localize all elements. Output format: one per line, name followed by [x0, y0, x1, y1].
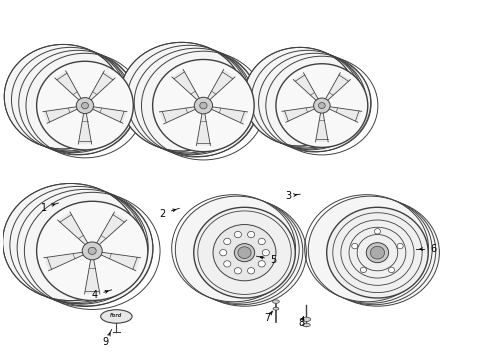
Text: 5: 5 — [270, 255, 276, 265]
Text: 2: 2 — [159, 209, 165, 219]
Polygon shape — [78, 112, 91, 144]
Text: 1: 1 — [41, 203, 47, 213]
Polygon shape — [315, 112, 327, 142]
Ellipse shape — [223, 238, 230, 245]
Polygon shape — [91, 107, 127, 123]
Polygon shape — [196, 112, 210, 145]
Ellipse shape — [15, 189, 148, 304]
Ellipse shape — [396, 243, 403, 249]
Ellipse shape — [360, 267, 366, 273]
Ellipse shape — [76, 98, 94, 113]
Ellipse shape — [223, 261, 230, 267]
Polygon shape — [88, 71, 115, 101]
Ellipse shape — [255, 53, 366, 150]
Ellipse shape — [258, 261, 265, 267]
Ellipse shape — [16, 50, 132, 153]
Ellipse shape — [2, 184, 138, 301]
Ellipse shape — [326, 207, 427, 298]
Ellipse shape — [272, 300, 279, 303]
Ellipse shape — [244, 48, 355, 146]
Polygon shape — [282, 107, 315, 122]
Ellipse shape — [199, 102, 206, 109]
Ellipse shape — [261, 55, 370, 152]
Ellipse shape — [20, 192, 153, 306]
Polygon shape — [171, 69, 200, 101]
Ellipse shape — [101, 310, 132, 323]
Ellipse shape — [351, 243, 357, 249]
Text: 3: 3 — [285, 191, 290, 201]
Ellipse shape — [22, 52, 137, 154]
Ellipse shape — [247, 231, 254, 238]
Ellipse shape — [81, 102, 88, 109]
Ellipse shape — [307, 196, 431, 303]
Ellipse shape — [369, 246, 384, 259]
Text: 8: 8 — [298, 318, 304, 328]
Ellipse shape — [213, 225, 275, 281]
Text: 9: 9 — [102, 337, 109, 347]
Ellipse shape — [152, 59, 254, 152]
Ellipse shape — [219, 249, 226, 256]
Ellipse shape — [120, 42, 243, 151]
Ellipse shape — [234, 244, 254, 262]
Ellipse shape — [238, 247, 250, 258]
Polygon shape — [327, 107, 361, 122]
Polygon shape — [293, 73, 318, 101]
Polygon shape — [159, 107, 196, 124]
Ellipse shape — [315, 199, 439, 306]
Polygon shape — [210, 107, 247, 124]
Ellipse shape — [275, 64, 367, 147]
Polygon shape — [206, 69, 235, 101]
Ellipse shape — [313, 98, 329, 113]
Ellipse shape — [9, 186, 143, 302]
Ellipse shape — [193, 207, 295, 298]
Ellipse shape — [262, 249, 269, 256]
Ellipse shape — [272, 307, 278, 310]
Text: Ford: Ford — [110, 313, 122, 318]
Text: 7: 7 — [264, 312, 270, 323]
Ellipse shape — [131, 48, 253, 155]
Ellipse shape — [125, 45, 248, 153]
Ellipse shape — [10, 47, 127, 151]
Polygon shape — [58, 212, 88, 246]
Ellipse shape — [311, 198, 435, 305]
Ellipse shape — [179, 198, 302, 305]
Polygon shape — [44, 252, 84, 271]
Ellipse shape — [302, 317, 310, 321]
Ellipse shape — [302, 323, 309, 327]
Ellipse shape — [234, 231, 241, 238]
Ellipse shape — [82, 242, 102, 260]
Polygon shape — [100, 252, 140, 271]
Ellipse shape — [258, 238, 265, 245]
Ellipse shape — [4, 44, 122, 149]
Polygon shape — [43, 107, 79, 123]
Text: 4: 4 — [91, 290, 98, 300]
Ellipse shape — [374, 229, 380, 234]
Ellipse shape — [37, 201, 147, 301]
Ellipse shape — [249, 50, 361, 148]
Ellipse shape — [88, 247, 96, 255]
Ellipse shape — [194, 97, 212, 114]
Ellipse shape — [387, 267, 394, 273]
Ellipse shape — [37, 61, 133, 150]
Text: 6: 6 — [429, 244, 435, 254]
Ellipse shape — [318, 103, 325, 109]
Ellipse shape — [175, 196, 299, 303]
Polygon shape — [96, 212, 126, 246]
Ellipse shape — [247, 267, 254, 274]
Polygon shape — [55, 71, 81, 101]
Ellipse shape — [137, 50, 258, 157]
Polygon shape — [84, 258, 100, 294]
Polygon shape — [325, 73, 350, 101]
Ellipse shape — [182, 199, 306, 306]
Ellipse shape — [366, 243, 388, 263]
Ellipse shape — [234, 267, 241, 274]
